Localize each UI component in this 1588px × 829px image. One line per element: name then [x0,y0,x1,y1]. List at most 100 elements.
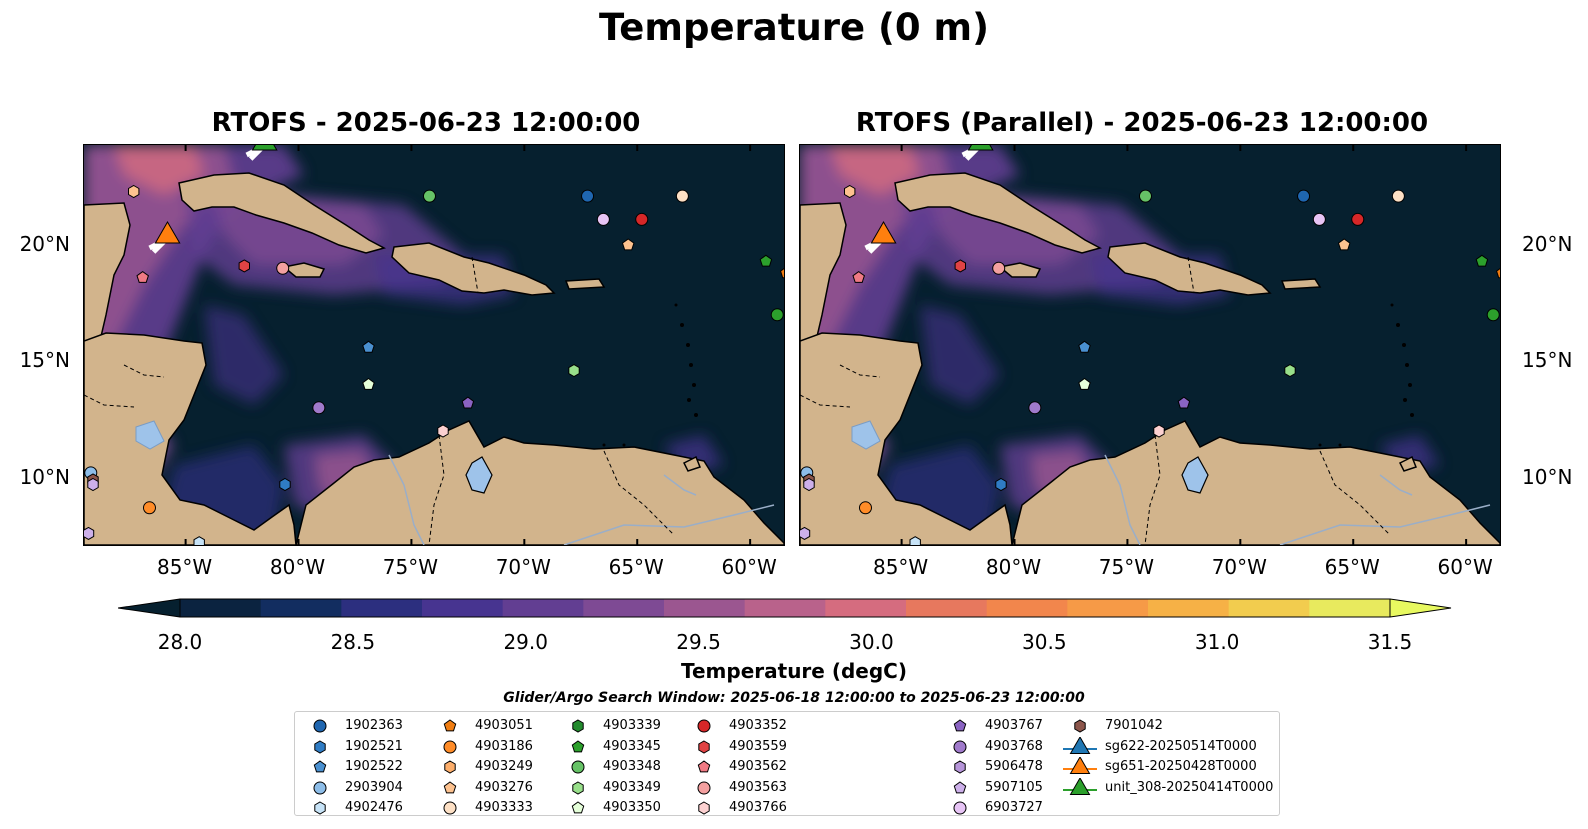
argo-float-marker [780,267,784,279]
legend-label: 4903563 [729,779,787,795]
argo-float-marker [193,536,205,545]
colorbar-band [906,599,988,617]
argo-float-marker [675,189,689,203]
colorbar-band [1148,599,1230,617]
legend-label: 1902522 [345,759,403,774]
legend-float-marker [314,801,326,815]
lake-nicaragua [135,420,165,450]
argo-float-marker [770,308,784,322]
longitude-tick-label: 80°W [269,555,326,579]
central-america [800,332,1013,545]
legend-float-marker [953,719,967,732]
legend-label: 7901042 [1105,718,1163,733]
argo-float-marker [362,377,375,390]
argo-float-marker [803,477,815,492]
legend-label: 4902476 [345,800,403,815]
colorbar-tick-label: 30.5 [1022,630,1067,654]
argo-float-marker [1391,189,1405,203]
legend-float-marker [313,760,327,773]
jamaica [998,262,1042,278]
puerto-rico [1280,278,1322,290]
cuba [178,172,387,254]
south-america [295,420,784,545]
legend-float-marker [697,760,711,773]
argo-float-marker [276,261,290,275]
legend-label: 4903768 [985,738,1043,754]
lake-maracaibo [1181,456,1209,494]
colorbar-tick-label: 30.0 [849,630,894,654]
colorbar-under-arrow [118,599,180,617]
argo-float-marker [1486,308,1500,322]
legend-label: 5906478 [985,759,1043,774]
longitude-tick-label: 70°W [1211,555,1267,579]
legend-glider-marker [1069,757,1091,774]
argo-float-marker [596,212,610,226]
argo-float-marker [1177,396,1191,409]
argo-float-marker [1337,238,1351,251]
legend-float-marker [571,801,585,814]
argo-float-marker [136,270,149,283]
legend-float-marker [314,739,326,754]
argo-float-marker [954,259,966,273]
longitude-tick-label: 75°W [1098,555,1155,579]
legend-label: 4903767 [985,718,1043,733]
latitude-tick-label: 20°N [1522,232,1573,256]
legend-float-marker [313,719,327,733]
argo-float-marker [87,477,99,492]
legend-label: 4903349 [603,779,661,795]
legend-label: 4903766 [729,800,787,815]
argo-float-marker [84,526,95,540]
legend-float-marker [443,740,457,753]
legend-label: 6903727 [985,800,1043,815]
colorbar-tick-label: 31.5 [1367,630,1413,654]
glider-marker [154,221,181,244]
argo-float-marker [312,401,326,415]
argo-float-marker [635,212,649,226]
rivers [388,454,775,545]
longitude-tick-label: 85°W [872,555,929,579]
longitude-tick-label: 85°W [156,555,213,579]
legend-label: sg651-20250428T0000 [1105,759,1257,774]
legend-float-marker [313,781,327,794]
legend-label: unit_308-20250414T0000 [1105,779,1274,795]
glider-marker [967,145,994,151]
left-panel-title: RTOFS - 2025-06-23 12:00:00 [211,108,641,138]
temperature-map [800,145,1500,545]
legend-float-marker [953,780,967,793]
argo-float-marker [992,261,1006,275]
argo-float-marker [759,254,773,267]
borders [800,256,1391,545]
legend-label: 4903186 [475,738,533,754]
argo-float-marker [461,396,475,409]
colorbar [118,598,1452,618]
lake-maracaibo [465,456,493,494]
argo-float-marker [1028,401,1042,415]
argo-float-marker [1297,189,1311,203]
latitude-tick-label: 15°N [1522,348,1573,373]
colorbar-tick-label: 29.0 [503,630,548,654]
argo-float-marker [581,189,595,203]
colorbar-band [180,599,262,617]
colorbar-band [422,599,504,617]
colorbar-band [1228,599,1310,617]
colorbar-band [502,599,584,617]
colorbar-band [664,599,746,617]
legend-float-marker [697,781,711,794]
colorbar-band [1309,599,1391,617]
argo-float-marker [568,364,580,378]
latitude-tick-label: 15°N [19,348,70,373]
colorbar-tick-label: 28.0 [157,630,203,654]
argo-float-marker [1496,267,1500,279]
legend: 1902363 1902521 1902522 2903904 4902476 49030… [294,711,1280,816]
legend-label: 4903350 [603,800,661,815]
colorbar-band [986,599,1068,617]
argo-float-marker [621,238,635,251]
colorbar-tick-label: 28.5 [330,630,376,654]
legend-float-marker [443,801,457,815]
legend-float-marker [698,739,710,754]
legend-label: 4903249 [475,759,533,774]
legend-label: sg622-20250514T0000 [1105,738,1257,754]
colorbar-band [583,599,665,617]
colorbar-band [260,599,342,617]
colorbar-band [341,599,423,617]
